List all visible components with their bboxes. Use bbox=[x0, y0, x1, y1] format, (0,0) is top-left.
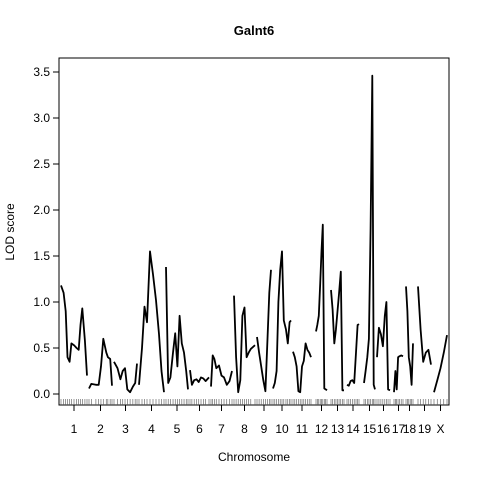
chromosome-label: 12 bbox=[315, 422, 329, 436]
y-tick-label: 2.5 bbox=[33, 157, 50, 171]
chromosome-label: 13 bbox=[331, 422, 345, 436]
lod-series-chr-8 bbox=[233, 295, 256, 394]
lod-series-chr-3 bbox=[113, 361, 138, 394]
plot-frame bbox=[58, 57, 450, 406]
chromosome-label: 3 bbox=[122, 422, 129, 436]
lod-series-chr-11 bbox=[292, 342, 312, 394]
lod-curves bbox=[60, 74, 448, 394]
chromosome-label: 4 bbox=[148, 422, 155, 436]
chromosome-label: 7 bbox=[218, 422, 225, 436]
chromosome-label: 8 bbox=[241, 422, 248, 436]
chromosome-label: 19 bbox=[418, 422, 432, 436]
chromosome-label: 10 bbox=[275, 422, 289, 436]
chromosome-label: 17 bbox=[392, 422, 406, 436]
lod-series-chr-15 bbox=[363, 74, 376, 390]
y-tick-label: 1.5 bbox=[33, 249, 50, 263]
y-axis-label: LOD score bbox=[3, 203, 17, 261]
chromosome-label: 9 bbox=[261, 422, 268, 436]
lod-series-chr-10 bbox=[272, 250, 292, 389]
chromosome-label: 6 bbox=[196, 422, 203, 436]
chart-title: Galnt6 bbox=[234, 23, 274, 38]
y-tick-label: 2.0 bbox=[33, 203, 50, 217]
lod-series-chr-19 bbox=[417, 286, 432, 365]
x-axis-label: Chromosome bbox=[218, 450, 290, 464]
y-axis: 0.0 0.5 1.0 1.5 2.0 2.5 3.0 3.5 bbox=[33, 65, 59, 401]
lod-series-chr-14 bbox=[346, 323, 360, 387]
chromosome-label: 18 bbox=[403, 422, 417, 436]
lod-series-chr-9 bbox=[256, 269, 272, 393]
chromosome-label: X bbox=[436, 422, 444, 436]
chromosome-label: 14 bbox=[346, 422, 360, 436]
lod-series-chr-5 bbox=[165, 266, 189, 390]
lod-series-chr-7 bbox=[210, 354, 233, 387]
y-tick-label: 3.5 bbox=[33, 65, 50, 79]
lod-series-chr-X bbox=[433, 334, 448, 393]
lod-series-chr-4 bbox=[138, 250, 165, 393]
y-tick-label: 3.0 bbox=[33, 111, 50, 125]
y-tick-label: 1.0 bbox=[33, 295, 50, 309]
chromosome-label: 2 bbox=[97, 422, 104, 436]
y-tick-label: 0.0 bbox=[33, 387, 50, 401]
chromosome-label: 16 bbox=[377, 422, 391, 436]
lod-series-chr-1 bbox=[60, 285, 88, 376]
lod-series-chr-2 bbox=[88, 337, 113, 389]
chromosome-label: 15 bbox=[363, 422, 377, 436]
lod-series-chr-16 bbox=[376, 301, 391, 392]
chromosome-label: 11 bbox=[296, 422, 309, 436]
y-tick-label: 0.5 bbox=[33, 341, 50, 355]
lod-series-chr-18 bbox=[405, 286, 414, 386]
marker-rug bbox=[60, 399, 448, 405]
lod-series-chr-17 bbox=[393, 354, 404, 393]
lod-series-chr-6 bbox=[189, 369, 210, 386]
lod-series-chr-13 bbox=[330, 270, 344, 392]
lod-series-chr-12 bbox=[315, 223, 328, 392]
chromosome-label: 1 bbox=[71, 422, 78, 436]
chromosome-label: 5 bbox=[174, 422, 181, 436]
